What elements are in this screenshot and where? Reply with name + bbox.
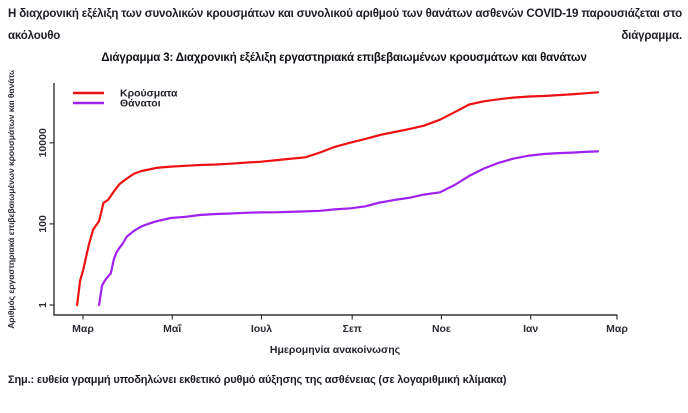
y-tick-label: 1 — [37, 302, 49, 308]
chart-curves — [75, 91, 600, 307]
chart-title: Διάγραμμα 3: Διαχρονική εξέλιξη εργαστηρ… — [101, 52, 587, 64]
x-tick-label: Σεπ — [343, 323, 362, 335]
axis-frame — [53, 83, 618, 316]
covid-chart: 1 100 10000 Μαρ Μαΐ Ιουλ Σεπ Νοε Ιαν Μαρ Κρούσμα… — [6, 70, 628, 356]
y-tick-label: 100 — [37, 215, 49, 233]
x-axis-ticks: Μαρ Μαΐ Ιουλ Σεπ Νοε Ιαν Μαρ — [72, 315, 628, 335]
x-tick-label: Μαΐ — [163, 323, 182, 335]
y-axis-ticks: 1 100 10000 — [37, 128, 54, 308]
y-axis-title: Αριθμός εργαστηριακά επιβεβαιωμένων κρου… — [6, 70, 16, 329]
intro-paragraph: Η διαχρονική εξέλιξη των συνολικών κρουσ… — [8, 8, 683, 42]
footnote: Σημ.: ευθεία γραμμή υποδηλώνει εκθετικό … — [8, 374, 507, 386]
series-line-cases — [75, 91, 600, 307]
x-tick-label: Ιουλ — [251, 323, 272, 335]
legend-label-cases: Κρούσματα — [120, 88, 178, 100]
x-tick-label: Ιαν — [523, 323, 538, 335]
series-line-deaths — [97, 150, 600, 307]
x-tick-label: Μαρ — [606, 323, 628, 335]
x-tick-label: Μαρ — [72, 323, 94, 335]
legend-label-deaths: Θάνατοι — [120, 98, 161, 110]
chart-legend: Κρούσματα Θάνατοι — [73, 88, 178, 110]
x-axis-title: Ημερομηνία ανακοίνωσης — [270, 344, 401, 356]
y-tick-label: 10000 — [37, 128, 49, 157]
x-tick-label: Νοε — [432, 323, 451, 335]
